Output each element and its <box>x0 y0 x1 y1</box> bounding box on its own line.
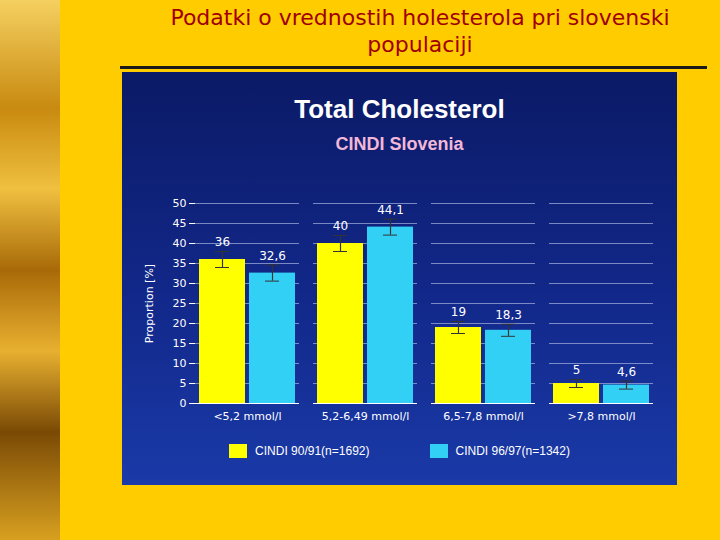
svg-text:19: 19 <box>451 305 466 319</box>
svg-text:<5,2 mmol/l: <5,2 mmol/l <box>213 410 281 423</box>
html-text:Podatki o vrednostih holestero: Podatki o vrednostih holesterola pri slo… <box>170 5 670 57</box>
svg-text:6,5-7,8 mmol/l: 6,5-7,8 mmol/l <box>443 410 523 423</box>
svg-text:32,6: 32,6 <box>259 249 286 263</box>
html-text:CINDI 90/91(n=1692): CINDI 90/91(n=1692) <box>255 444 370 458</box>
html-text:Total Cholesterol: Total Cholesterol <box>294 94 505 124</box>
svg-text:45: 45 <box>173 217 187 230</box>
svg-text:Proportion [%]: Proportion [%] <box>143 264 156 343</box>
svg-text:44,1: 44,1 <box>377 203 404 217</box>
svg-text:35: 35 <box>173 257 187 270</box>
svg-text:18,3: 18,3 <box>495 308 522 322</box>
svg-text:5,2-6,49 mmol/l: 5,2-6,49 mmol/l <box>322 410 409 423</box>
svg-text:50: 50 <box>173 197 187 210</box>
svg-text:5: 5 <box>180 377 187 390</box>
svg-text:40: 40 <box>333 219 348 233</box>
svg-text:36: 36 <box>215 235 230 249</box>
svg-text:5: 5 <box>573 363 581 377</box>
svg-text:10: 10 <box>173 357 187 370</box>
svg-text:0: 0 <box>180 397 187 410</box>
svg-text:25: 25 <box>173 297 187 310</box>
svg-text:20: 20 <box>173 317 187 330</box>
svg-text:>7,8 mmol/l: >7,8 mmol/l <box>567 410 635 423</box>
html-text:CINDI 96/97(n=1342): CINDI 96/97(n=1342) <box>455 444 570 458</box>
svg-text:30: 30 <box>173 277 187 290</box>
svg-text:4,6: 4,6 <box>617 365 636 379</box>
html-text:CINDI Slovenia: CINDI Slovenia <box>335 134 464 154</box>
svg-text:40: 40 <box>173 237 187 250</box>
svg-text:15: 15 <box>173 337 187 350</box>
